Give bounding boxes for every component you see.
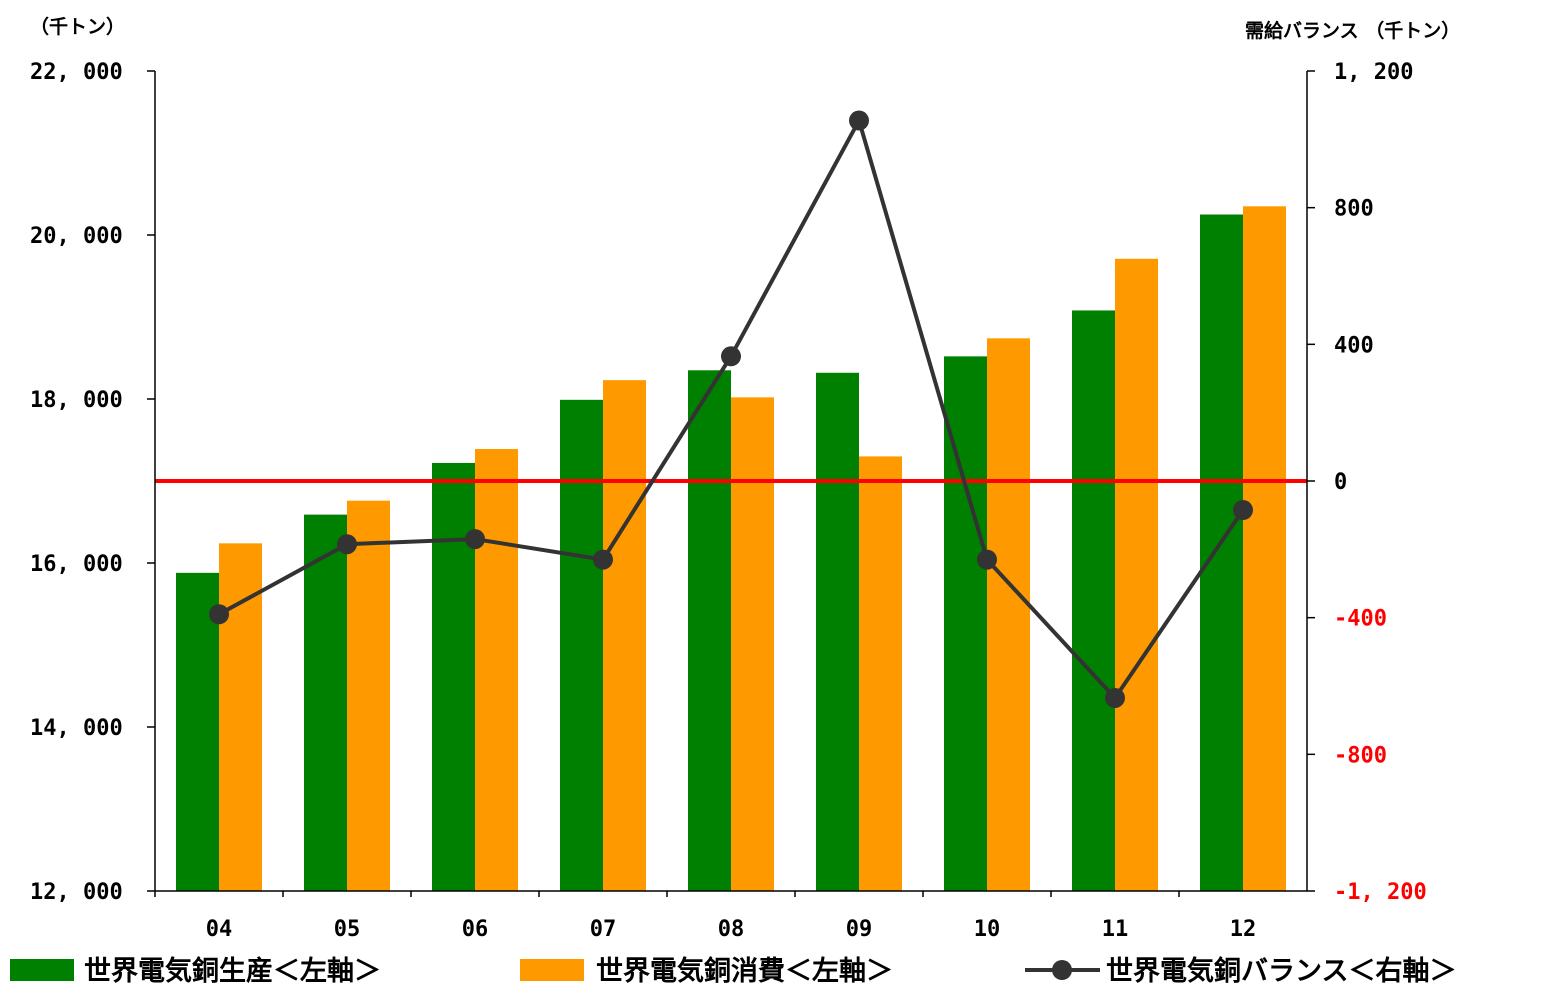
- bar-production-10: [944, 356, 987, 891]
- bar-production-05: [304, 514, 347, 891]
- balance-point-11: [1105, 687, 1125, 708]
- right-tick-label: 400: [1334, 333, 1374, 358]
- right-tick-label: -400: [1334, 607, 1387, 632]
- legend-label-1: 世界電気銅消費＜左軸＞: [596, 955, 893, 987]
- bar-consumption-12: [1243, 206, 1286, 892]
- legend-swatch-marker: [1052, 960, 1072, 980]
- left-tick-label: 22, 000: [30, 60, 123, 85]
- right-tick-label: 1, 200: [1334, 60, 1413, 85]
- bar-consumption-05: [347, 500, 390, 891]
- legend: 世界電気銅生産＜左軸＞ 世界電気銅消費＜左軸＞ 世界電気銅バランス＜右軸＞: [10, 955, 1456, 987]
- plot-area: 22, 000 20, 000 18, 000 16, 000 14, 000 12, 0…: [30, 60, 1427, 942]
- bar-production-08: [688, 370, 731, 891]
- bar-production-09: [816, 372, 859, 891]
- x-tick-label-05: 05: [334, 917, 361, 942]
- legend-label-0: 世界電気銅生産＜左軸＞: [84, 955, 381, 987]
- x-tick-label-08: 08: [718, 917, 745, 942]
- legend-swatch-1: [520, 959, 584, 981]
- x-tick-label-11: 11: [1102, 917, 1129, 942]
- x-tick-label-12: 12: [1230, 917, 1257, 942]
- left-tick-label: 16, 000: [30, 552, 123, 577]
- bar-production-07: [560, 399, 603, 891]
- balance-point-08: [721, 346, 741, 367]
- right-tick-label: 0: [1334, 470, 1347, 495]
- bar-production-11: [1072, 310, 1115, 891]
- right-tick-label: 800: [1334, 197, 1374, 222]
- left-axis-unit-label: （千トン）: [30, 15, 125, 38]
- bar-consumption-09: [859, 456, 902, 891]
- bar-consumption-06: [475, 449, 518, 891]
- left-tick-label: 18, 000: [30, 388, 123, 413]
- x-tick-label-09: 09: [846, 917, 873, 942]
- x-tick-label-04: 04: [206, 917, 233, 942]
- x-tick-label-10: 10: [974, 917, 1001, 942]
- bar-consumption-07: [603, 380, 646, 891]
- balance-point-12: [1233, 500, 1253, 521]
- left-tick-label: 20, 000: [30, 224, 123, 249]
- bar-production-12: [1200, 214, 1243, 891]
- bar-production-04: [176, 572, 219, 891]
- bar-consumption-11: [1115, 258, 1158, 891]
- balance-point-05: [337, 534, 357, 555]
- right-tick-label: -1, 200: [1334, 880, 1427, 905]
- x-tick-label-07: 07: [590, 917, 617, 942]
- left-tick-label: 14, 000: [30, 716, 123, 741]
- balance-point-09: [849, 110, 869, 131]
- bar-consumption-08: [731, 397, 774, 891]
- bar-consumption-10: [987, 338, 1030, 891]
- left-tick-label: 12, 000: [30, 880, 123, 905]
- legend-swatch-0: [10, 959, 74, 981]
- legend-label-2: 世界電気銅バランス＜右軸＞: [1106, 955, 1456, 987]
- right-tick-label: -800: [1334, 743, 1387, 768]
- balance-point-06: [465, 529, 485, 550]
- balance-point-10: [977, 549, 997, 570]
- right-axis-unit-label: 需給バランス （千トン）: [1245, 19, 1460, 42]
- balance-point-07: [593, 549, 613, 570]
- bar-production-06: [432, 462, 475, 891]
- x-tick-label-06: 06: [462, 917, 489, 942]
- balance-point-04: [209, 604, 229, 625]
